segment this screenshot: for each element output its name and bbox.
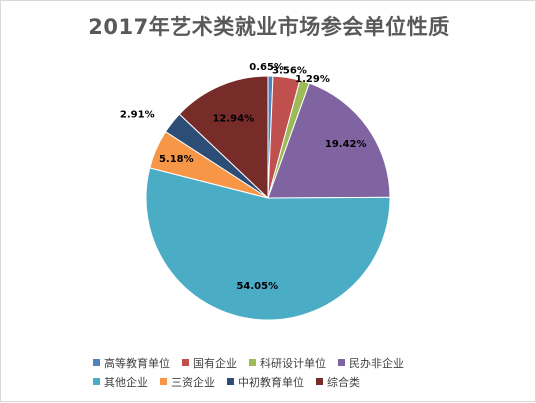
legend-item: 高等教育单位 [93,355,170,371]
slice-data-label: 1.29% [295,74,330,85]
legend-item: 民办非企业 [338,355,404,371]
legend-row: 高等教育单位 国有企业 科研设计单位 民办非企业 [93,353,493,372]
slice-data-label: 12.94% [212,113,254,124]
legend-swatch [227,378,234,385]
legend-item: 综合类 [316,374,360,390]
legend-swatch [316,378,323,385]
legend-label: 高等教育单位 [104,356,170,370]
slice-data-label: 2.91% [120,110,155,121]
legend-swatch [93,378,100,385]
pie-slice [145,167,391,321]
chart-title: 2017年艺术类就业市场参会单位性质 [88,15,450,39]
pie-slice [178,75,269,200]
slice-data-label: 3.56% [272,65,307,76]
legend-swatch [182,359,189,366]
legend-swatch [160,378,167,385]
slice-data-label: 54.05% [236,281,278,292]
legend-item: 科研设计单位 [249,355,326,371]
legend-label: 国有企业 [193,356,237,370]
legend-swatch [338,359,345,366]
slice-data-label: 0.65% [249,62,284,73]
pie-slice [267,82,391,199]
legend-item: 国有企业 [182,355,237,371]
legend-swatch [249,359,256,366]
slice-data-label: 5.18% [159,154,194,165]
legend-swatch [93,359,100,366]
legend-label: 其他企业 [104,375,148,389]
legend-label: 三资企业 [171,375,215,389]
slice-data-label: 19.42% [325,139,367,150]
legend-label: 综合类 [327,375,360,389]
legend-item: 三资企业 [160,374,215,390]
legend-label: 科研设计单位 [260,356,326,370]
legend-row: 其他企业 三资企业 中初教育单位 综合类 [93,372,493,391]
legend-item: 中初教育单位 [227,374,304,390]
legend-label: 中初教育单位 [238,375,304,389]
chart-legend: 高等教育单位 国有企业 科研设计单位 民办非企业 其他企业 三资企业 中初教育单位 综合类 [93,353,493,391]
legend-item: 其他企业 [93,374,148,390]
legend-label: 民办非企业 [349,356,404,370]
